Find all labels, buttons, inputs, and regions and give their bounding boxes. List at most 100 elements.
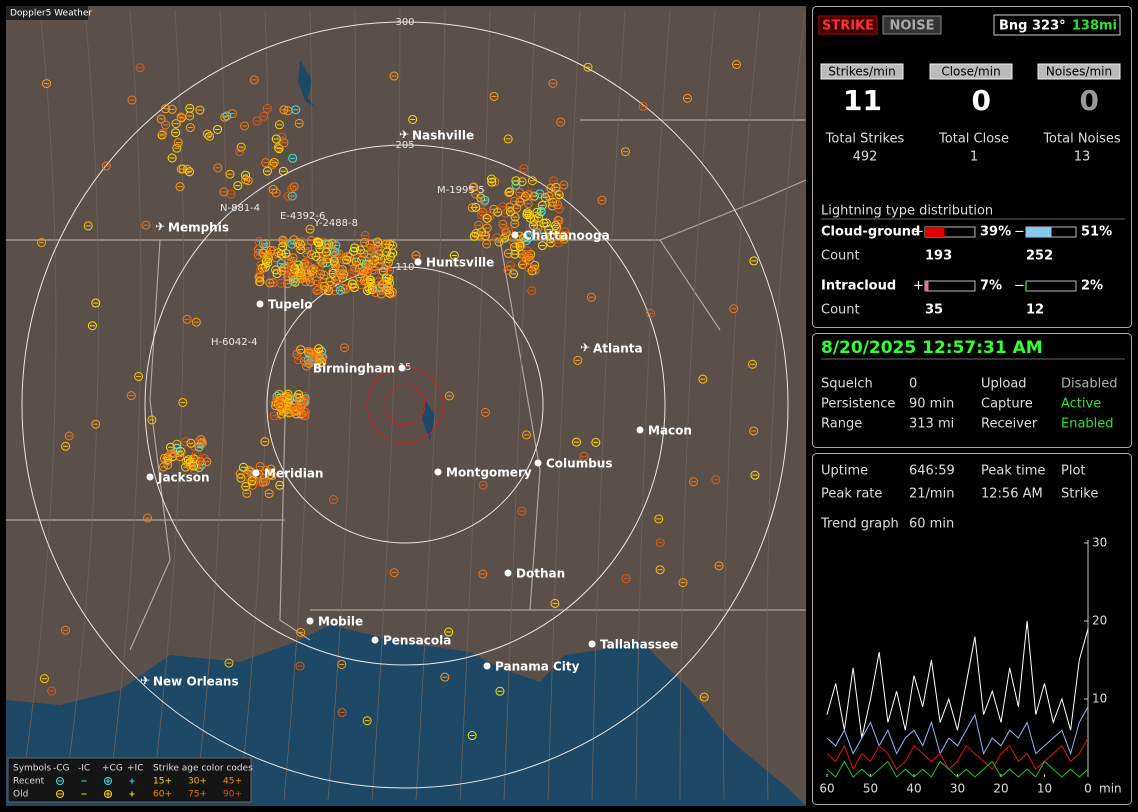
strike-ring: [554, 216, 564, 226]
strike-symbol: [482, 239, 492, 249]
y-tick-label: 10: [1092, 692, 1107, 706]
strike-symbol: [37, 238, 47, 248]
distribution-title: Lightning type distribution: [821, 204, 993, 219]
strike-symbol: [293, 355, 303, 365]
strike-symbol: [254, 272, 264, 282]
strike-ring: [313, 237, 323, 247]
strike-ring: [514, 197, 524, 207]
strike-symbol: [287, 258, 297, 268]
strike-ring: [559, 180, 569, 190]
panel-box: [812, 6, 1132, 328]
strike-ring: [61, 441, 71, 451]
range-ring-label: 110: [395, 262, 414, 273]
y-tick-label: 20: [1092, 614, 1107, 628]
strike-ring: [283, 191, 293, 201]
strike-ring: [337, 708, 347, 718]
strike-symbol: [467, 731, 477, 741]
strike-symbol: [522, 430, 532, 440]
strike-ring: [254, 272, 264, 282]
strike-symbol: [173, 138, 183, 148]
strike-ring: [185, 111, 195, 121]
strike-button[interactable]: [818, 15, 878, 35]
strike-symbol: [307, 250, 317, 260]
strike-symbol: [294, 118, 304, 128]
strike-ring: [178, 397, 188, 407]
noise-button[interactable]: [882, 15, 942, 35]
strike-symbol: [524, 189, 534, 199]
strike-ring: [485, 211, 495, 221]
strike-symbol: [378, 266, 388, 276]
strike-ring: [293, 355, 303, 365]
legend-header: Strike age color codes: [153, 764, 253, 774]
total-value: 492: [853, 150, 878, 165]
strike-ring: [284, 254, 294, 264]
strike-ring: [469, 231, 479, 241]
strike-ring: [266, 464, 276, 474]
strike-symbol: [340, 343, 350, 353]
strike-symbol: [408, 114, 418, 124]
strike-symbol: [524, 233, 534, 243]
strike-symbol: [304, 348, 314, 358]
strike-symbol: [505, 261, 515, 271]
city-dot: [252, 469, 260, 477]
strike-symbol: [546, 183, 556, 193]
strike-symbol: [296, 268, 306, 278]
city-label: New Orleans: [153, 675, 239, 689]
strike-symbol: [161, 104, 171, 114]
range-ring: [266, 266, 544, 544]
strike-ring: [711, 475, 721, 485]
road: [19, 9, 57, 801]
strike-symbol: [510, 249, 520, 259]
strike-ring: [474, 230, 484, 240]
strike-symbol: [505, 187, 515, 197]
strike-symbol: [182, 314, 192, 324]
strike-symbol: [213, 124, 223, 134]
city-label: Jackson: [157, 471, 210, 485]
strike-symbol: [530, 260, 540, 270]
rate-value: 0: [972, 84, 991, 117]
strike-symbol: [292, 349, 302, 359]
trend-line: [826, 760, 1089, 778]
strike-ring: [256, 266, 266, 276]
strike-ring: [530, 260, 540, 270]
strike-ring: [167, 153, 177, 163]
strike-ring: [556, 117, 566, 127]
legend-header: Symbols: [13, 764, 52, 774]
strike-ring: [550, 598, 560, 608]
setting-cell: Capture: [981, 397, 1033, 412]
strike-ring: [522, 246, 532, 256]
strike-symbol: [141, 220, 151, 230]
strike-ring: [175, 452, 185, 462]
strike-ring: [546, 183, 556, 193]
type-label: Cloud-ground: [821, 225, 920, 240]
strike-ring: [269, 246, 279, 256]
total-label: Total Strikes: [825, 132, 905, 147]
rate-value: 0: [1080, 84, 1099, 117]
state-border: [659, 239, 721, 331]
strike-ring: [159, 453, 169, 463]
strike-ring: [655, 565, 665, 575]
strike-ring: [334, 249, 344, 259]
strike-symbol: [471, 202, 481, 212]
strike-symbol: [262, 166, 272, 176]
strike-symbol: [316, 256, 326, 266]
strike-symbol: [293, 238, 303, 248]
strike-ring: [389, 568, 399, 578]
strike-ring: [478, 569, 488, 579]
city-dot: [511, 231, 519, 239]
strike-ring: [349, 283, 359, 293]
setting-cell: 0: [909, 377, 917, 392]
road: [371, 9, 401, 801]
strike-symbol: [256, 266, 266, 276]
road: [415, 9, 446, 801]
count-value: 12: [1026, 303, 1044, 318]
strike-symbol: [370, 253, 380, 263]
strike-ring: [194, 442, 204, 452]
strike-ring: [276, 259, 286, 269]
strike-symbol: [303, 243, 313, 253]
legend-box: [7, 757, 252, 803]
count-label: Count: [821, 303, 860, 318]
strike-symbol: [359, 276, 369, 286]
strike-symbol: [678, 578, 688, 588]
strike-symbol: [126, 391, 136, 401]
